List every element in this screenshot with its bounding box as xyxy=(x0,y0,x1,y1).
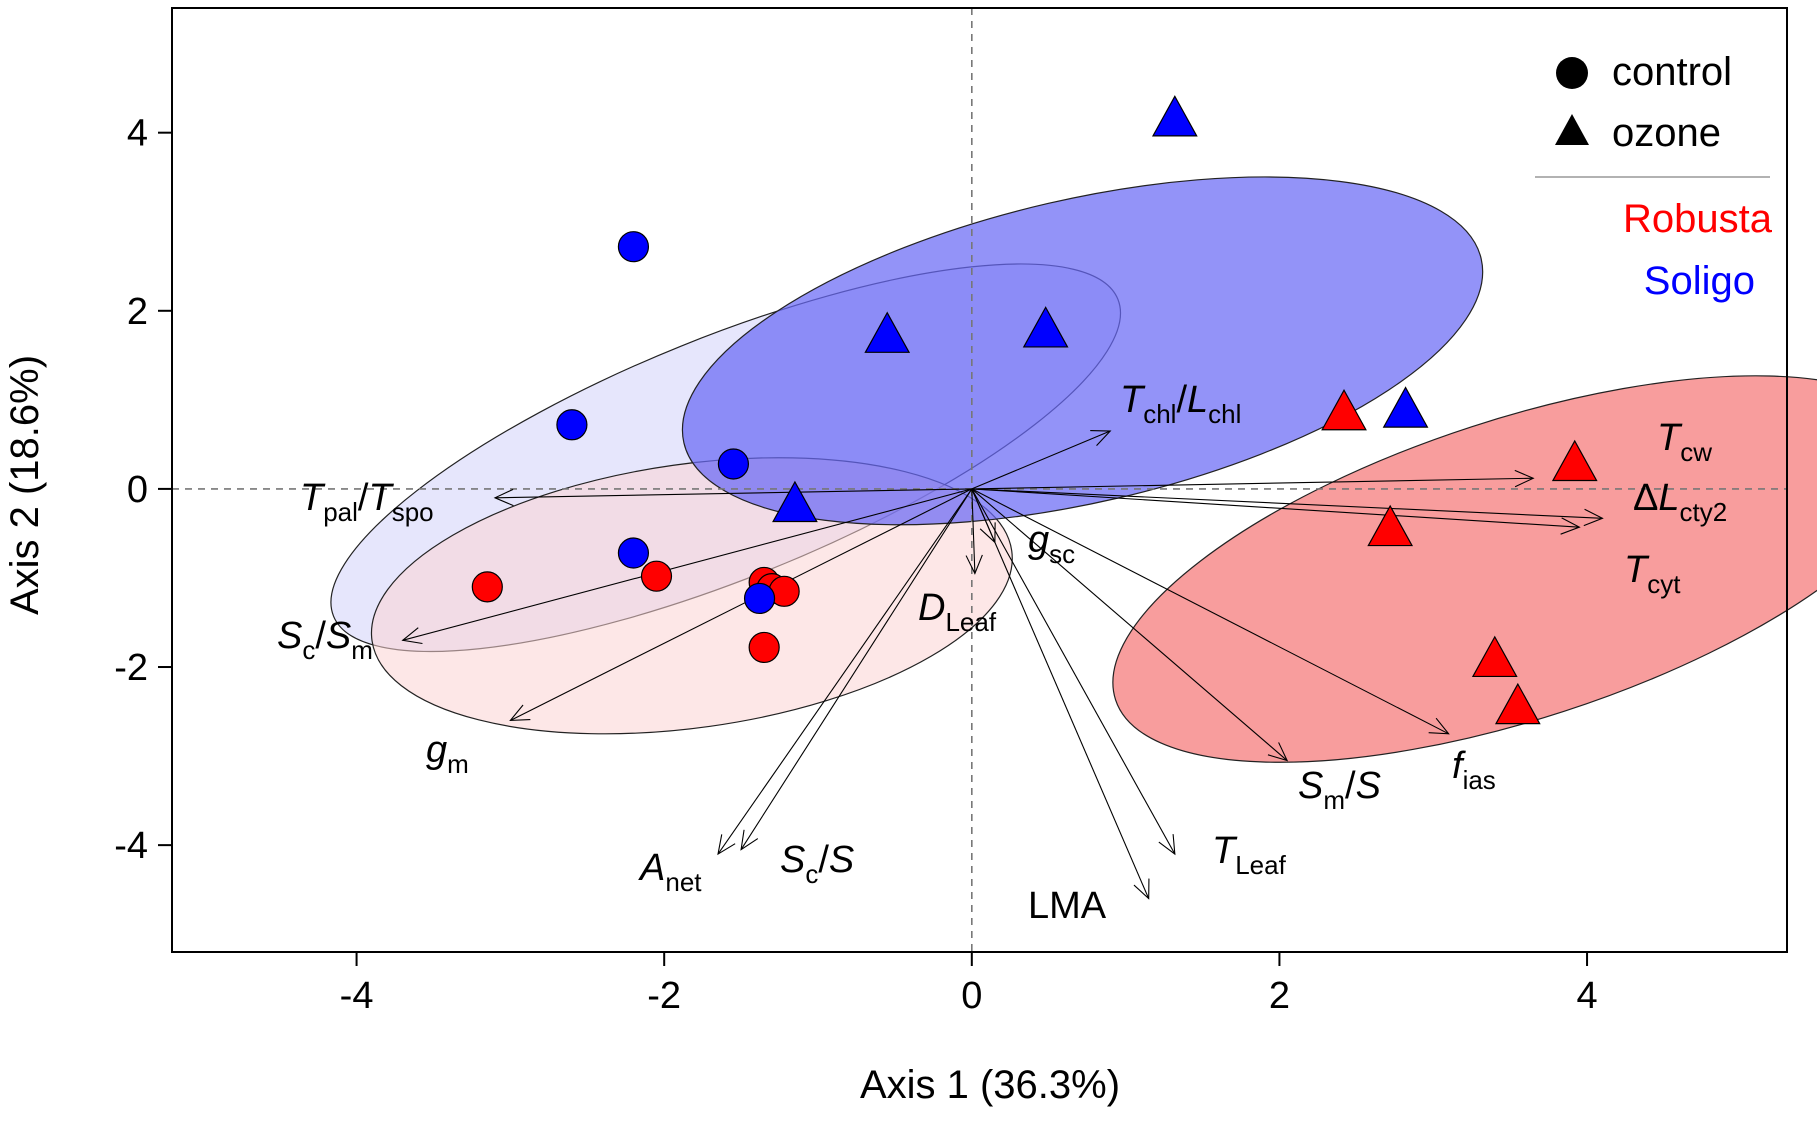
x-tick-label: 4 xyxy=(1576,975,1597,1017)
loading-vector xyxy=(717,488,973,855)
loading-vector-arrowhead xyxy=(1267,742,1289,762)
loading-vector-arrowhead xyxy=(965,554,983,575)
loading-vector-arrowhead xyxy=(1514,469,1535,488)
loading-vector xyxy=(971,488,1150,899)
point-robusta-ozone xyxy=(1494,682,1541,725)
legend-robusta-label: Robusta xyxy=(1623,197,1773,241)
loading-vector xyxy=(971,488,1176,855)
x-axis: -4 -2 0 2 4 xyxy=(340,952,1598,1017)
loading-vector-arrowhead xyxy=(717,834,736,856)
legend: control ozone Robusta Soligo xyxy=(1535,50,1773,303)
confidence-ellipse-robusta-control xyxy=(370,457,1013,735)
point-robusta-control xyxy=(640,560,673,592)
point-robusta-ozone xyxy=(1367,504,1414,547)
vector-label-layer: Tpal/Tspo Sc/Sm gm Anet Sc/S DLeaf gsc LMA TLeaf… xyxy=(277,379,1727,927)
loading-vector xyxy=(971,430,1111,490)
y-tick-label: 2 xyxy=(127,291,148,333)
vector-label: Sm/S xyxy=(1298,765,1381,815)
x-axis-title: Axis 1 (36.3%) xyxy=(860,1063,1120,1107)
loading-vector-arrowhead xyxy=(1583,508,1604,527)
point-robusta-ozone xyxy=(1321,388,1367,431)
y-axis-title: Axis 2 (18.6%) xyxy=(3,355,47,615)
loading-vector-arrowhead xyxy=(1158,834,1176,856)
loading-vector xyxy=(402,488,972,641)
point-soligo-control xyxy=(617,231,650,263)
vector-label: ΔLcty2 xyxy=(1633,477,1727,527)
point-soligo-ozone xyxy=(864,311,911,353)
legend-control-label: control xyxy=(1612,50,1732,94)
point-soligo-control xyxy=(717,448,750,480)
x-tick-label: -2 xyxy=(647,975,681,1017)
loading-vector xyxy=(971,488,1603,519)
y-tick-label: 4 xyxy=(127,113,148,155)
legend-soligo-label: Soligo xyxy=(1644,259,1755,303)
vector-label: Sc/S xyxy=(780,839,854,889)
x-tick-label: 2 xyxy=(1269,975,1290,1017)
loading-vector xyxy=(971,488,1449,735)
y-tick-label: 0 xyxy=(127,469,148,511)
vector-label: Tcw xyxy=(1657,417,1712,467)
loading-vector xyxy=(494,488,972,499)
loading-vector xyxy=(510,488,973,721)
vector-label: Sc/Sm xyxy=(277,615,373,665)
point-robusta-ozone xyxy=(1551,439,1598,482)
vector-label: Tcyt xyxy=(1624,549,1681,599)
point-soligo-control xyxy=(617,537,650,569)
point-soligo-ozone xyxy=(1382,386,1429,428)
point-soligo-ozone xyxy=(1151,95,1198,137)
loading-vector xyxy=(971,477,1534,490)
point-soligo-ozone xyxy=(1022,306,1069,348)
legend-circle-marker xyxy=(1556,57,1588,89)
vector-label: gsc xyxy=(1028,519,1075,569)
point-robusta-control xyxy=(471,571,503,603)
loading-vector-arrowhead xyxy=(493,488,514,507)
plot-frame xyxy=(171,7,1788,953)
point-robusta-control xyxy=(748,631,780,664)
loading-vector-arrowhead xyxy=(401,627,423,645)
loading-vector-arrowhead xyxy=(1133,878,1150,900)
x-tick-label: 0 xyxy=(961,975,982,1017)
loading-vector-arrowhead xyxy=(1428,717,1450,735)
x-tick-label: -4 xyxy=(340,975,374,1017)
vector-label: Anet xyxy=(638,847,702,897)
vector-label: TLeaf xyxy=(1212,830,1287,880)
vector-label: Tpal/Tspo xyxy=(300,477,434,527)
vector-label: gm xyxy=(426,729,469,779)
loading-vector-arrowhead xyxy=(1560,517,1581,535)
point-layer xyxy=(471,95,1598,725)
point-soligo-control xyxy=(743,582,776,615)
loading-vector-arrowhead xyxy=(740,829,759,851)
vector-label: Tchl/Lchl xyxy=(1120,379,1241,429)
vector-label: fias xyxy=(1452,745,1496,795)
y-tick-label: -4 xyxy=(114,825,148,867)
y-axis: -4 -2 0 2 4 xyxy=(114,113,172,867)
loading-vector xyxy=(971,488,976,574)
legend-ozone-label: ozone xyxy=(1612,111,1721,155)
vector-layer xyxy=(401,429,1604,900)
point-soligo-ozone xyxy=(772,480,818,523)
loading-vector xyxy=(971,488,1580,528)
loading-vector xyxy=(971,488,1288,761)
loading-vector xyxy=(740,488,973,850)
legend-triangle-marker xyxy=(1555,114,1589,145)
vector-label: LMA xyxy=(1028,885,1107,927)
point-robusta-ozone xyxy=(1471,635,1518,678)
loading-vector-arrowhead xyxy=(509,704,531,722)
point-soligo-control xyxy=(556,409,588,441)
loading-vector-arrowhead xyxy=(1090,429,1112,446)
y-tick-label: -2 xyxy=(114,647,148,689)
vector-label: DLeaf xyxy=(918,587,997,637)
